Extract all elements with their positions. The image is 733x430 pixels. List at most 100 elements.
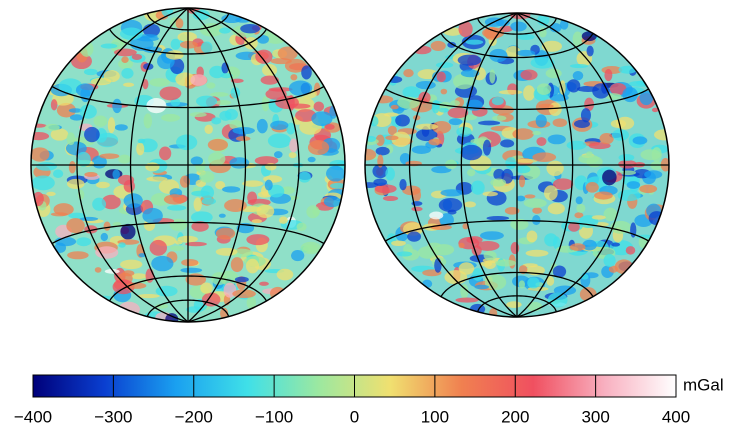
texture-blob xyxy=(324,196,341,207)
texture-blob xyxy=(532,131,541,135)
texture-blob xyxy=(627,181,640,189)
texture-blob xyxy=(449,118,463,125)
texture-blob xyxy=(548,292,568,307)
texture-blob xyxy=(527,277,540,288)
texture-blob xyxy=(532,215,540,225)
texture-blob xyxy=(544,233,557,246)
texture-blob xyxy=(190,74,207,86)
texture-blob xyxy=(208,139,228,151)
texture-blob xyxy=(171,39,181,50)
texture-blob xyxy=(517,34,535,40)
texture-blob xyxy=(553,118,568,127)
texture-blob xyxy=(526,250,549,257)
texture-blob xyxy=(76,237,91,246)
texture-blob xyxy=(146,98,166,113)
texture-blob xyxy=(524,199,547,208)
texture-blob xyxy=(261,76,279,85)
texture-blob xyxy=(384,113,399,117)
texture-blob xyxy=(256,205,274,218)
texture-blob xyxy=(120,260,142,269)
texture-blob xyxy=(108,117,115,133)
texture-blob xyxy=(123,83,134,87)
texture-blob xyxy=(180,268,202,273)
texture-blob xyxy=(486,216,509,220)
texture-blob xyxy=(289,152,297,158)
colorbar-tick-label: −300 xyxy=(94,407,132,426)
texture-blob xyxy=(257,119,268,134)
colorbar-tick-label: −100 xyxy=(255,407,293,426)
texture-blob xyxy=(196,96,217,107)
texture-blob xyxy=(548,203,565,215)
texture-blob xyxy=(259,282,269,286)
texture-blob xyxy=(567,141,587,150)
texture-blob xyxy=(620,170,636,175)
texture-blob xyxy=(373,95,393,103)
texture-blob xyxy=(325,124,335,130)
texture-blob xyxy=(145,162,159,171)
texture-blob xyxy=(115,124,128,130)
texture-blob xyxy=(516,50,535,56)
texture-blob xyxy=(114,49,137,57)
texture-blob xyxy=(527,302,543,312)
texture-blob xyxy=(180,41,198,49)
texture-blob xyxy=(255,50,272,64)
texture xyxy=(358,12,676,320)
texture-blob xyxy=(274,151,283,158)
texture-blob xyxy=(278,47,298,61)
texture-blob xyxy=(619,154,635,161)
texture-blob xyxy=(391,105,399,109)
texture-blob xyxy=(164,194,186,204)
texture-blob xyxy=(28,132,49,140)
texture-blob xyxy=(176,134,197,150)
texture-blob xyxy=(308,157,316,163)
texture-blob xyxy=(520,70,537,81)
texture-blob xyxy=(159,147,171,161)
texture-blob xyxy=(200,283,212,294)
texture-blob xyxy=(84,127,100,142)
texture-blob xyxy=(441,89,448,95)
texture-blob xyxy=(112,99,122,113)
texture-blob xyxy=(67,179,85,189)
texture-blob xyxy=(440,189,463,196)
texture-blob xyxy=(492,116,506,121)
texture-blob xyxy=(199,171,214,183)
texture-blob xyxy=(407,231,421,241)
texture-blob xyxy=(118,155,131,164)
texture-blob xyxy=(537,83,551,94)
texture-blob xyxy=(570,64,588,68)
texture-blob xyxy=(67,132,76,145)
texture-blob xyxy=(66,218,85,233)
colorbar-tick-label: −400 xyxy=(14,407,52,426)
texture-blob xyxy=(51,99,58,110)
texture-blob xyxy=(221,14,242,23)
texture-blob xyxy=(600,133,614,144)
colorbar-tick-label: 300 xyxy=(581,407,609,426)
texture-blob xyxy=(240,24,260,33)
texture-blob xyxy=(461,145,483,160)
texture-blob xyxy=(466,40,484,45)
texture-blob xyxy=(326,166,345,182)
colorbar-unit: mGal xyxy=(683,375,724,394)
texture-blob xyxy=(118,242,125,247)
texture-blob xyxy=(490,178,506,186)
texture-blob xyxy=(270,121,288,130)
texture-blob xyxy=(92,198,106,211)
colorbar-tick-label: 100 xyxy=(421,407,449,426)
texture-blob xyxy=(604,69,612,81)
texture-blob xyxy=(194,197,202,211)
texture-blob xyxy=(161,114,180,122)
texture-blob xyxy=(104,221,111,230)
texture-blob xyxy=(640,149,660,160)
texture-blob xyxy=(159,86,181,100)
texture-blob xyxy=(67,251,89,259)
texture-blob xyxy=(290,74,297,80)
texture-blob xyxy=(181,259,198,266)
texture-blob xyxy=(492,97,504,105)
texture-blob xyxy=(602,170,616,186)
texture-blob xyxy=(236,136,251,141)
texture-blob xyxy=(53,169,63,177)
texture-blob xyxy=(416,124,438,130)
texture-blob xyxy=(611,243,620,247)
texture-blob xyxy=(592,215,606,219)
texture-blob xyxy=(96,182,110,188)
